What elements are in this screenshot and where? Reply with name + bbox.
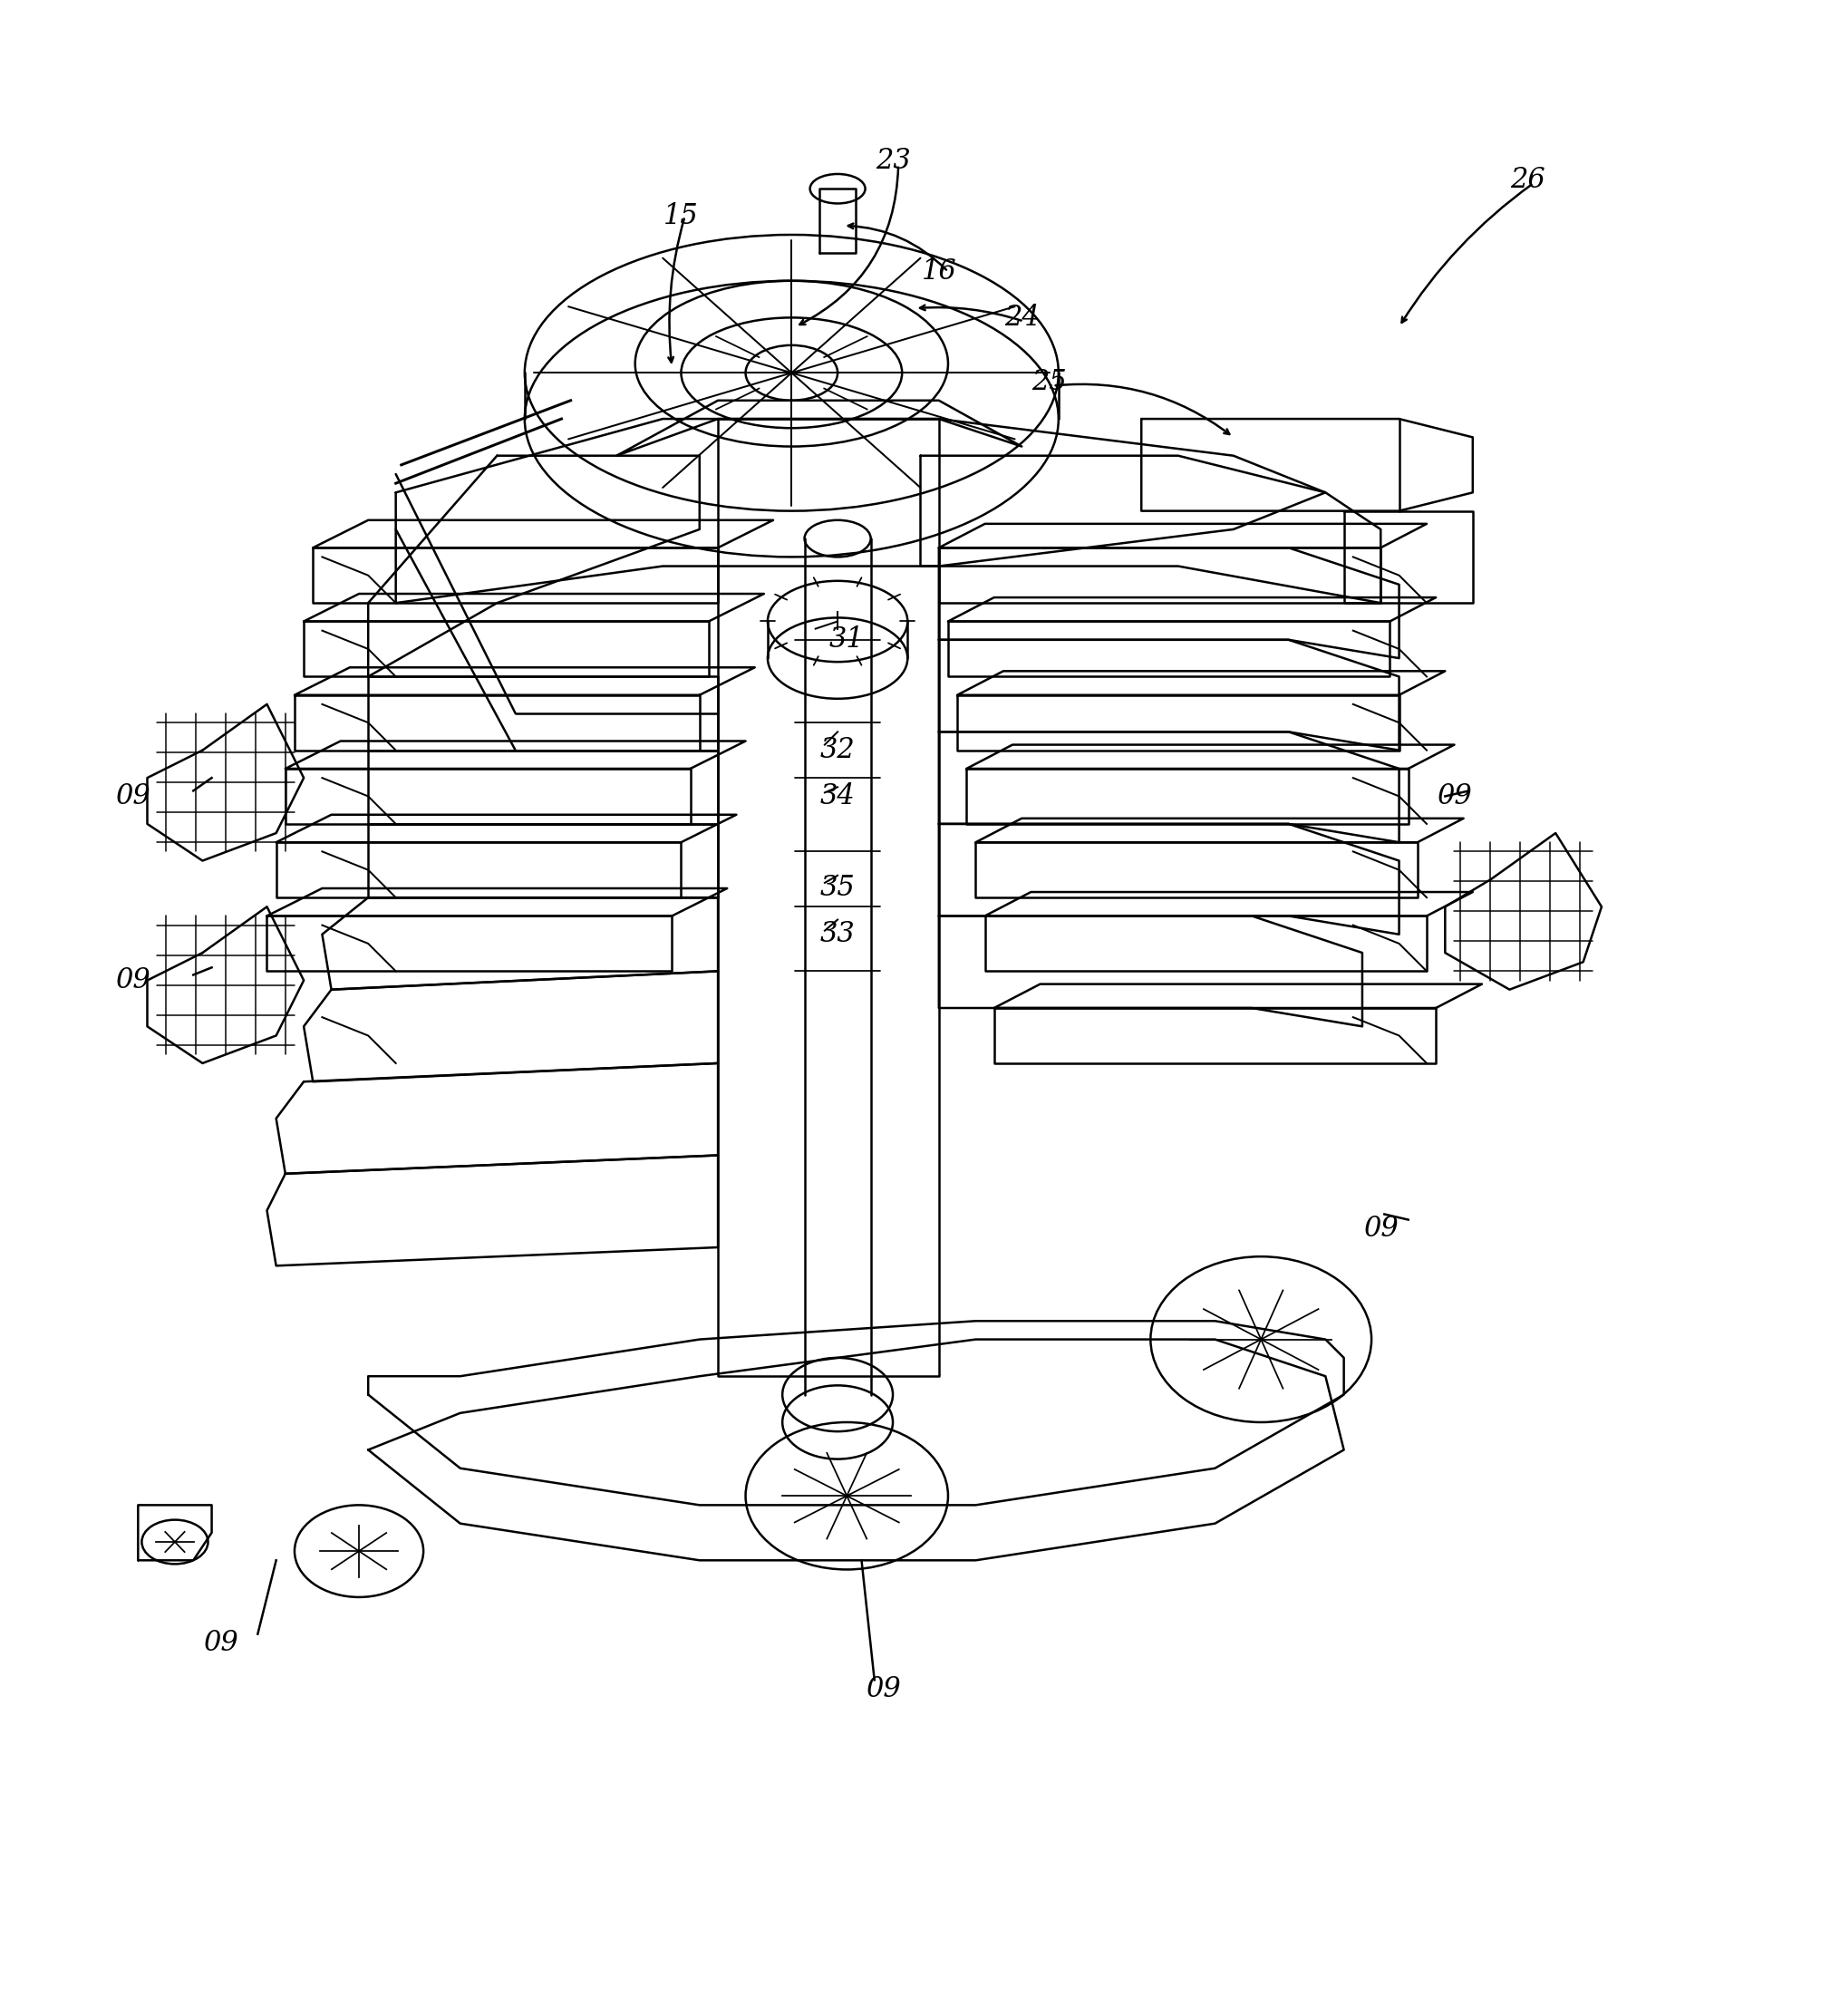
- Polygon shape: [396, 419, 1325, 603]
- Polygon shape: [368, 1339, 1343, 1560]
- Text: 35: 35: [819, 875, 856, 903]
- Text: 09: 09: [1435, 782, 1472, 810]
- Polygon shape: [718, 419, 938, 1377]
- Text: 32: 32: [819, 736, 856, 764]
- Text: 09: 09: [865, 1675, 902, 1704]
- Text: 15: 15: [662, 202, 699, 230]
- Text: 34: 34: [819, 782, 856, 810]
- Text: 09: 09: [202, 1629, 239, 1657]
- Polygon shape: [147, 704, 304, 861]
- Text: 09: 09: [114, 782, 151, 810]
- Text: 09: 09: [114, 966, 151, 994]
- Polygon shape: [368, 1320, 1343, 1506]
- Polygon shape: [147, 907, 304, 1062]
- Text: 31: 31: [828, 625, 865, 653]
- Text: 16: 16: [920, 258, 957, 286]
- Polygon shape: [1444, 833, 1601, 990]
- Text: 09: 09: [1362, 1216, 1398, 1244]
- Polygon shape: [138, 1506, 212, 1560]
- Text: 25: 25: [1030, 369, 1067, 395]
- Text: 24: 24: [1003, 304, 1040, 333]
- Text: 26: 26: [1509, 165, 1546, 194]
- Text: 23: 23: [874, 147, 911, 175]
- Text: 33: 33: [819, 921, 856, 948]
